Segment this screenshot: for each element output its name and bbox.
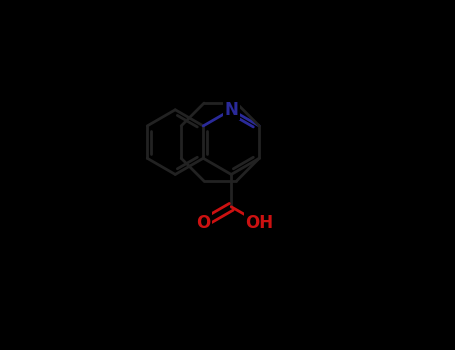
Text: OH: OH [245, 214, 273, 232]
Text: N: N [224, 101, 238, 119]
Text: O: O [196, 214, 210, 232]
